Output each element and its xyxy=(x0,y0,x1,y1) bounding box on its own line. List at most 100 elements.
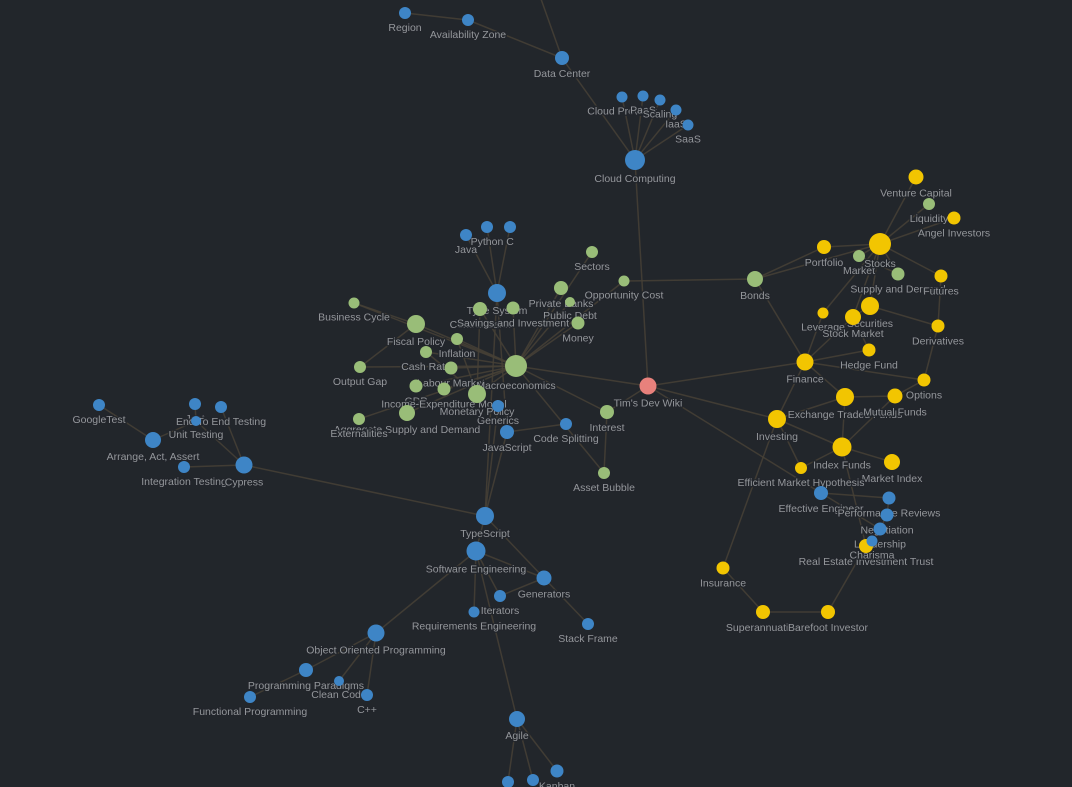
graph-node-availability-zone[interactable] xyxy=(462,14,474,26)
graph-node-cloud-provider[interactable] xyxy=(616,91,628,103)
graph-edge-type-system--c xyxy=(496,226,511,294)
graph-node-charisma[interactable] xyxy=(866,535,878,547)
graph-node-exchange-traded-funds[interactable] xyxy=(836,388,854,406)
graph-edge-index-funds--investing xyxy=(776,418,843,448)
graph-node-leadership[interactable] xyxy=(873,522,887,536)
graph-node-bonds[interactable] xyxy=(747,271,763,287)
graph-node-finance[interactable] xyxy=(796,353,814,371)
graph-node-private-banks[interactable] xyxy=(554,281,568,295)
graph-node-scaling[interactable] xyxy=(654,94,666,106)
graph-node-options[interactable] xyxy=(917,373,931,387)
graph-node-generics[interactable] xyxy=(492,400,504,412)
graph-node-jest[interactable] xyxy=(189,398,201,410)
graph-node-unit-testing[interactable] xyxy=(191,416,201,426)
graph-node-angel-investors[interactable] xyxy=(947,211,961,225)
graph-node-typescript[interactable] xyxy=(476,507,494,525)
graph-node-central-bank[interactable] xyxy=(473,302,487,316)
graph-node-region[interactable] xyxy=(399,7,411,19)
graph-node-interest[interactable] xyxy=(600,405,614,419)
graph-node-liquidity[interactable] xyxy=(923,198,935,210)
graph-node-portfolio[interactable] xyxy=(817,240,831,254)
graph-node-object-oriented-programming[interactable] xyxy=(367,624,385,642)
graph-node-superannuation[interactable] xyxy=(756,605,770,619)
graph-node-iaas[interactable] xyxy=(670,104,682,116)
graph-node-business-cycle[interactable] xyxy=(348,297,360,309)
graph-node-arrange-act-assert[interactable] xyxy=(145,432,161,448)
graph-node-inflation[interactable] xyxy=(451,333,463,345)
graph-node-macroeconomics[interactable] xyxy=(505,355,527,377)
graph-node-agile[interactable] xyxy=(509,711,525,727)
graph-node-cypress[interactable] xyxy=(235,456,253,474)
graph-node-node-a[interactable] xyxy=(502,776,514,787)
graph-node-javascript[interactable] xyxy=(500,425,514,439)
graph-node-investing[interactable] xyxy=(768,410,786,428)
graph-node-software-engineering[interactable] xyxy=(466,541,486,561)
graph-node-c[interactable] xyxy=(504,221,516,233)
graph-node-negotiation[interactable] xyxy=(880,508,894,522)
graph-node-cpp[interactable] xyxy=(361,689,373,701)
graph-node-programming-paradigms[interactable] xyxy=(299,663,313,677)
graph-node-java[interactable] xyxy=(460,229,472,241)
graph-node-market[interactable] xyxy=(853,250,865,262)
node-label-integration-testing: Integration Testing xyxy=(141,476,227,488)
graph-node-tims-dev-wiki[interactable] xyxy=(639,377,657,395)
graph-node-iterators[interactable] xyxy=(494,590,506,602)
graph-node-fiscal-policy[interactable] xyxy=(407,315,425,333)
graph-node-stocks[interactable] xyxy=(869,233,891,255)
graph-node-generators[interactable] xyxy=(536,570,552,586)
graph-node-cloud-computing[interactable] xyxy=(625,150,645,170)
graph-node-monetary-policy[interactable] xyxy=(468,385,486,403)
graph-node-requirements-engineering[interactable] xyxy=(468,606,480,618)
graph-node-venture-capital[interactable] xyxy=(908,169,924,185)
graph-node-end-to-end-testing[interactable] xyxy=(215,401,227,413)
graph-node-performance-reviews[interactable] xyxy=(882,491,896,505)
graph-node-efficient-market-hypothesis[interactable] xyxy=(795,462,807,474)
graph-edge-type-system--java xyxy=(465,234,498,294)
graph-node-labour-market[interactable] xyxy=(444,361,458,375)
graph-node-stock-market[interactable] xyxy=(845,309,861,325)
graph-edge-agile--node-b xyxy=(516,718,534,781)
graph-node-derivatives[interactable] xyxy=(931,319,945,333)
graph-node-integration-testing[interactable] xyxy=(178,461,190,473)
graph-node-kanban[interactable] xyxy=(550,764,564,778)
graph-node-insurance[interactable] xyxy=(716,561,730,575)
graph-node-effective-engineer[interactable] xyxy=(814,486,828,500)
graph-node-python[interactable] xyxy=(481,221,493,233)
graph-node-gdp[interactable] xyxy=(409,379,423,393)
graph-node-asset-bubble[interactable] xyxy=(598,467,610,479)
graph-node-futures[interactable] xyxy=(934,269,948,283)
graph-node-aggregate-supply-and-demand[interactable] xyxy=(399,405,415,421)
graph-node-supply-and-demand[interactable] xyxy=(891,267,905,281)
graph-node-externalities[interactable] xyxy=(353,413,365,425)
graph-node-output-gap[interactable] xyxy=(354,361,366,373)
graph-node-barefoot-investor[interactable] xyxy=(821,605,835,619)
graph-node-googletest[interactable] xyxy=(93,399,105,411)
node-label-code-splitting: Code Splitting xyxy=(533,433,599,445)
graph-node-paas[interactable] xyxy=(637,90,649,102)
graph-node-income-expenditure-model[interactable] xyxy=(437,382,451,396)
graph-node-saas[interactable] xyxy=(682,119,694,131)
graph-node-market-index[interactable] xyxy=(884,454,900,470)
graph-node-index-funds[interactable] xyxy=(832,437,852,457)
graph-node-type-system[interactable] xyxy=(488,284,506,302)
graph-node-savings-and-investment[interactable] xyxy=(506,301,520,315)
graph-node-stack-frame[interactable] xyxy=(582,618,594,630)
node-label-iaas: IaaS xyxy=(665,119,687,131)
graph-node-public-debt[interactable] xyxy=(565,297,575,307)
graph-node-sectors[interactable] xyxy=(586,246,598,258)
graph-edge-investing--tims-dev-wiki xyxy=(647,385,778,420)
graph-node-cash-rate[interactable] xyxy=(420,346,432,358)
graph-node-functional-programming[interactable] xyxy=(244,691,256,703)
graph-node-opportunity-cost[interactable] xyxy=(618,275,630,287)
graph-node-money[interactable] xyxy=(571,316,585,330)
graph-node-mutual-funds[interactable] xyxy=(887,388,903,404)
graph-node-data-center[interactable] xyxy=(555,51,569,65)
graph-node-node-b[interactable] xyxy=(527,774,539,786)
graph-node-hedge-fund[interactable] xyxy=(862,343,876,357)
graph-node-leverage[interactable] xyxy=(817,307,829,319)
graph-node-code-splitting[interactable] xyxy=(560,418,572,430)
graph-node-securities[interactable] xyxy=(861,297,879,315)
graph-node-clean-code[interactable] xyxy=(334,676,344,686)
